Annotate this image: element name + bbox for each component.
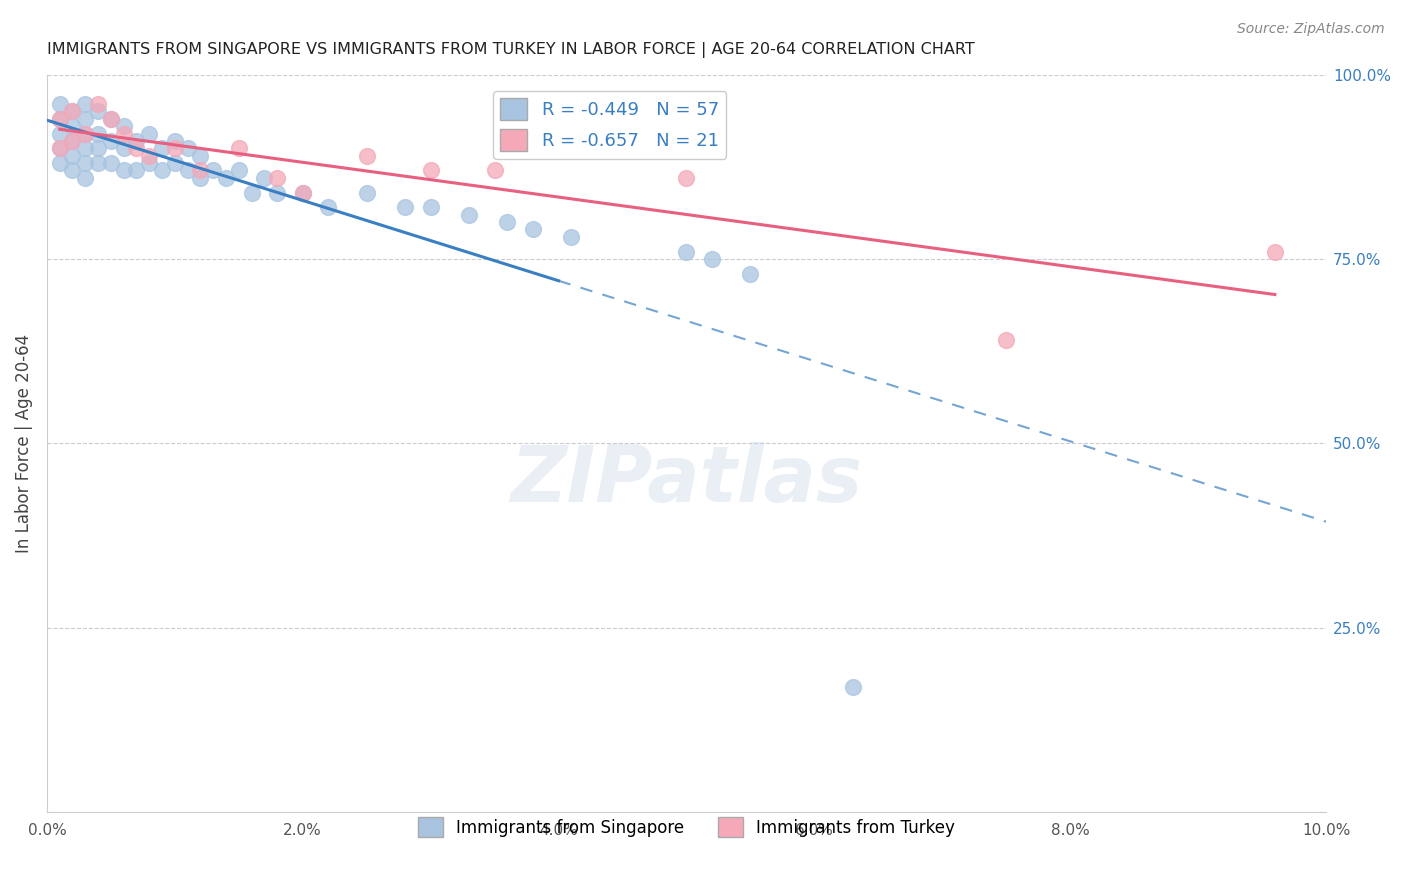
Point [62,134,84,148]
Point [62,104,84,119]
Point [75,127,97,141]
Point [675,170,697,185]
Point [125,141,148,155]
Legend: Immigrants from Singapore, Immigrants from Turkey: Immigrants from Singapore, Immigrants fr… [412,811,962,844]
Point [75,97,97,112]
Point [484,163,506,178]
Point [125,163,148,178]
Point [842,680,865,694]
Point [48,156,70,170]
Point [215,170,238,185]
Point [266,186,288,200]
Point [240,186,263,200]
Text: ZIPatlas: ZIPatlas [510,442,863,518]
Point [202,163,225,178]
Point [266,170,288,185]
Point [675,244,697,259]
Point [163,141,186,155]
Point [138,156,160,170]
Point [100,156,122,170]
Point [125,134,148,148]
Point [87,97,110,112]
Point [112,127,135,141]
Point [48,112,70,126]
Point [228,163,250,178]
Point [62,163,84,178]
Point [394,200,416,214]
Point [100,112,122,126]
Point [138,127,160,141]
Point [112,141,135,155]
Point [496,215,519,229]
Point [740,267,762,281]
Point [138,149,160,163]
Point [458,208,481,222]
Point [318,200,340,214]
Point [190,170,212,185]
Text: Source: ZipAtlas.com: Source: ZipAtlas.com [1237,22,1385,37]
Point [291,186,314,200]
Point [560,229,582,244]
Point [87,104,110,119]
Point [62,149,84,163]
Point [75,112,97,126]
Point [356,149,378,163]
Point [163,134,186,148]
Point [291,186,314,200]
Point [1264,244,1286,259]
Point [419,163,441,178]
Point [228,141,250,155]
Point [100,134,122,148]
Point [75,170,97,185]
Point [356,186,378,200]
Point [48,141,70,155]
Point [700,252,723,266]
Point [176,141,198,155]
Point [48,112,70,126]
Point [75,156,97,170]
Point [62,119,84,133]
Point [995,333,1018,347]
Point [75,127,97,141]
Point [48,141,70,155]
Point [87,127,110,141]
Y-axis label: In Labor Force | Age 20-64: In Labor Force | Age 20-64 [15,334,32,553]
Point [100,112,122,126]
Point [112,163,135,178]
Point [62,134,84,148]
Point [163,156,186,170]
Point [190,149,212,163]
Point [190,163,212,178]
Point [87,141,110,155]
Point [48,127,70,141]
Point [48,97,70,112]
Point [522,222,544,236]
Point [150,163,173,178]
Point [176,163,198,178]
Point [62,104,84,119]
Point [150,141,173,155]
Point [419,200,441,214]
Point [87,156,110,170]
Point [112,119,135,133]
Point [253,170,276,185]
Point [75,141,97,155]
Text: IMMIGRANTS FROM SINGAPORE VS IMMIGRANTS FROM TURKEY IN LABOR FORCE | AGE 20-64 C: IMMIGRANTS FROM SINGAPORE VS IMMIGRANTS … [46,42,974,58]
